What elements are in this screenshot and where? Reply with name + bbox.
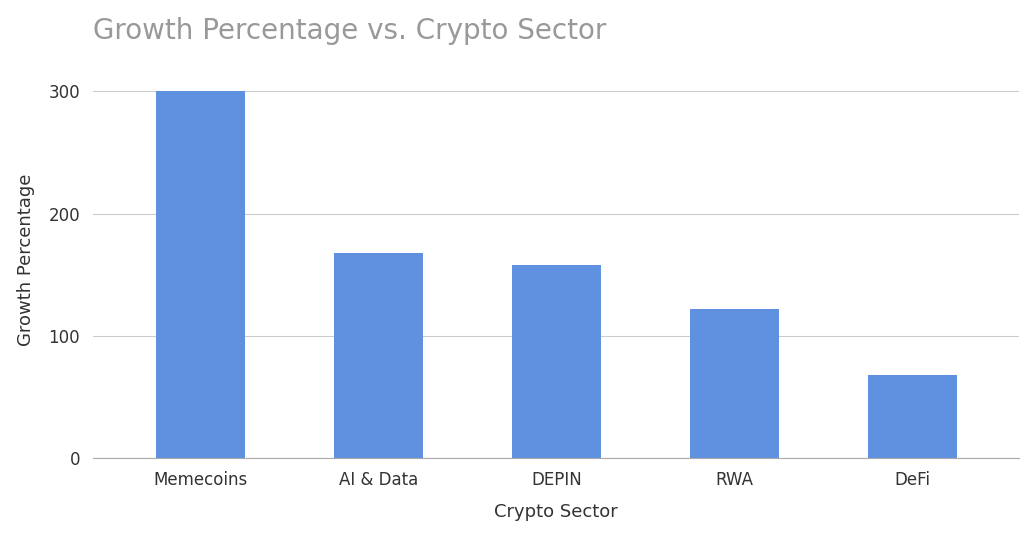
Bar xyxy=(690,309,779,458)
X-axis label: Crypto Sector: Crypto Sector xyxy=(494,504,618,521)
Text: Growth Percentage vs. Crypto Sector: Growth Percentage vs. Crypto Sector xyxy=(93,17,607,45)
Y-axis label: Growth Percentage: Growth Percentage xyxy=(17,173,34,346)
Bar xyxy=(155,91,244,458)
Bar xyxy=(334,253,423,458)
Bar xyxy=(512,265,601,458)
Bar xyxy=(868,375,957,458)
